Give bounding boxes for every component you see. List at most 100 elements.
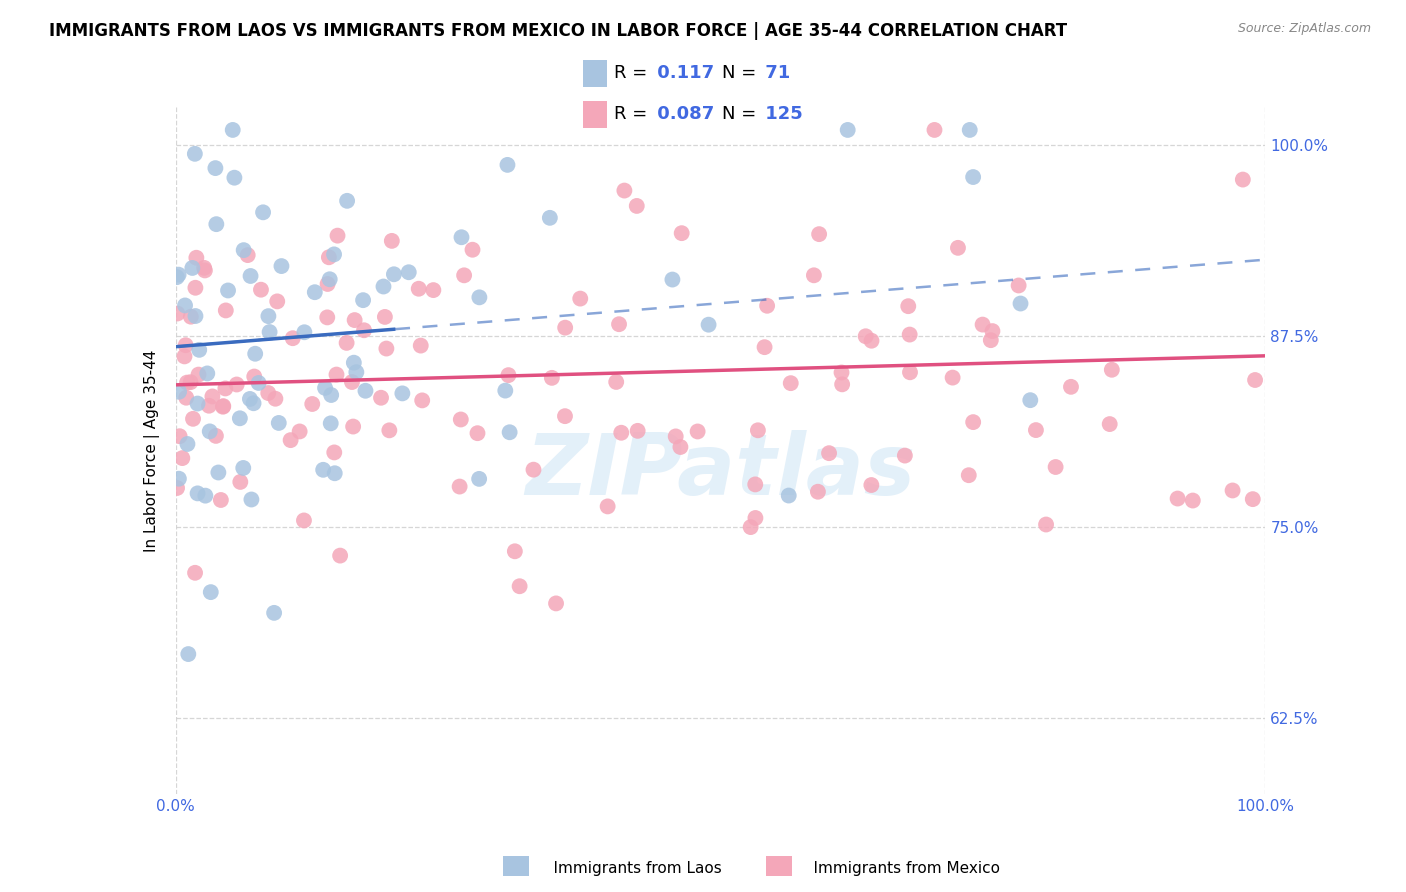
Point [686,425,709,439]
Point [370,391,392,405]
Point [942,370,965,384]
Point [172,451,194,466]
Point [468,472,491,486]
Point [229,475,252,489]
Point [803,268,825,283]
Point [247,376,270,390]
Point [292,325,315,339]
Point [381,234,404,248]
Point [342,419,364,434]
Point [180,375,202,389]
Point [607,317,630,331]
FancyBboxPatch shape [503,856,529,876]
Point [212,399,235,413]
Point [188,343,211,357]
Point [450,230,472,244]
Point [946,241,969,255]
Point [236,248,259,262]
Point [323,467,346,481]
Point [280,433,302,447]
Point [962,415,984,429]
Point [1025,423,1047,437]
Point [409,338,432,352]
Point [326,228,349,243]
Text: N =: N = [721,105,762,123]
Point [304,285,326,300]
Point [897,299,920,313]
Point [522,463,544,477]
Point [1181,493,1204,508]
Point [354,384,377,398]
Point [391,386,413,401]
Point [323,445,346,459]
Point [661,272,683,286]
Point [378,423,401,437]
Point [243,369,266,384]
Point [343,356,366,370]
Text: Immigrants from Laos: Immigrants from Laos [534,861,723,876]
Point [325,368,347,382]
Text: Source: ZipAtlas.com: Source: ZipAtlas.com [1237,22,1371,36]
FancyBboxPatch shape [582,101,607,128]
FancyBboxPatch shape [766,856,792,876]
Point [613,184,636,198]
Point [981,324,1004,338]
Point [187,368,209,382]
Point [232,461,254,475]
Point [554,320,576,334]
Point [818,446,841,460]
Point [252,205,274,219]
Point [1167,491,1189,506]
Point [176,376,198,390]
Point [232,243,254,257]
Point [898,365,921,379]
Point [450,412,472,426]
Point [498,425,520,440]
Point [186,251,208,265]
Point [267,416,290,430]
Point [740,520,762,534]
Point [217,284,239,298]
Point [959,123,981,137]
Point [554,409,576,424]
Point [245,347,267,361]
Point [240,492,263,507]
Point [860,334,883,348]
Point [225,377,247,392]
Point [174,298,197,312]
Point [373,279,395,293]
Point [174,338,197,352]
Text: 71: 71 [759,64,790,82]
Point [343,313,366,327]
Point [207,466,229,480]
Text: 0.087: 0.087 [651,105,714,123]
Point [212,400,235,414]
Point [1244,373,1267,387]
FancyBboxPatch shape [582,60,607,87]
Point [468,290,491,304]
Point [195,367,218,381]
Point [319,417,342,431]
Point [1241,492,1264,507]
Point [340,375,363,389]
Point [747,423,769,437]
Point [344,365,367,379]
Point [264,392,287,406]
Point [807,484,830,499]
Point [259,325,281,339]
Point [494,384,516,398]
Point [319,272,342,286]
Point [411,393,433,408]
Point [808,227,831,241]
Point [744,511,766,525]
Point [541,371,564,385]
Point [1222,483,1244,498]
Point [167,268,190,282]
Point [957,468,980,483]
Point [837,123,859,137]
Text: IMMIGRANTS FROM LAOS VS IMMIGRANTS FROM MEXICO IN LABOR FORCE | AGE 35-44 CORREL: IMMIGRANTS FROM LAOS VS IMMIGRANTS FROM … [49,22,1067,40]
Point [1019,393,1042,408]
Point [671,226,693,240]
Point [176,437,198,451]
Point [201,389,224,403]
